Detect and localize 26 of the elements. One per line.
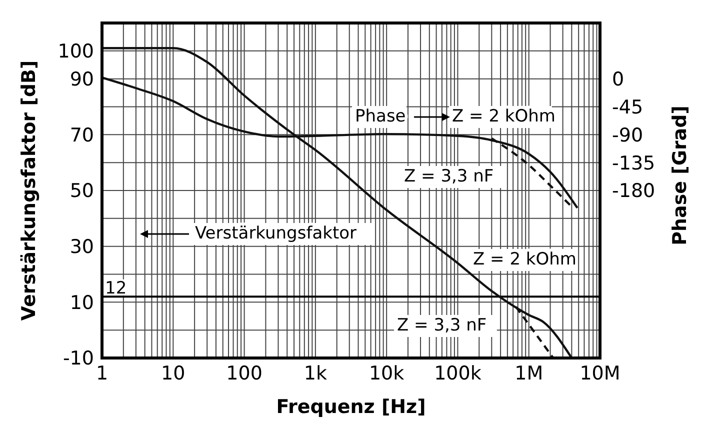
y-tick-label: 50 bbox=[70, 180, 94, 202]
x-tick-label: 10M bbox=[580, 362, 620, 384]
x-tick-label: 1k bbox=[304, 362, 327, 384]
annotation: Z = 3,3 nF bbox=[397, 316, 487, 336]
y2-axis-title: Phase [Grad] bbox=[669, 106, 692, 246]
x-tick-label: 100k bbox=[434, 362, 482, 384]
y2-tick-label: -135 bbox=[612, 152, 656, 174]
y-tick-label: 10 bbox=[70, 292, 94, 314]
x-tick-label: 10 bbox=[161, 362, 186, 384]
y-tick-label: 90 bbox=[70, 68, 94, 91]
x-axis-title: Frequenz [Hz] bbox=[276, 396, 426, 418]
y2-tick-label: 0 bbox=[612, 68, 624, 91]
y2-tick-label: -180 bbox=[612, 180, 656, 202]
y-tick-label: 70 bbox=[70, 124, 94, 146]
y-axis-title: Verstärkungsfaktor [dB] bbox=[18, 60, 40, 321]
annotation: Verstärkungsfaktor bbox=[195, 224, 357, 244]
x-tick-label: 100 bbox=[226, 362, 262, 384]
y-tick-label: -10 bbox=[62, 348, 94, 370]
y2-tick-label: -45 bbox=[612, 96, 644, 118]
y-tick-label: 100 bbox=[58, 40, 94, 63]
annotation: Z = 3,3 nF bbox=[404, 166, 494, 187]
y-tick-label: 30 bbox=[70, 236, 94, 258]
x-tick-label: 1 bbox=[96, 362, 108, 384]
y2-tick-label: -90 bbox=[612, 124, 644, 146]
x-tick-label: 10k bbox=[368, 362, 404, 384]
x-tick-label: 1M bbox=[514, 362, 544, 384]
